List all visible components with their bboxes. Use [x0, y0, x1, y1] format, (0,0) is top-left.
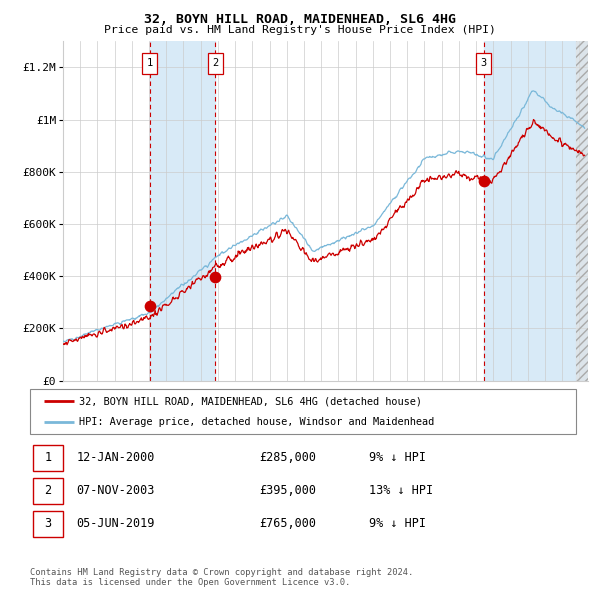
FancyBboxPatch shape	[208, 53, 223, 74]
Text: 2020: 2020	[484, 404, 493, 427]
Text: 2007: 2007	[260, 404, 269, 427]
Text: 2006: 2006	[244, 404, 253, 427]
Text: 2014: 2014	[381, 404, 390, 427]
Text: £285,000: £285,000	[259, 451, 316, 464]
Text: 2025: 2025	[571, 404, 580, 427]
Text: 32, BOYN HILL ROAD, MAIDENHEAD, SL6 4HG: 32, BOYN HILL ROAD, MAIDENHEAD, SL6 4HG	[144, 13, 456, 26]
Text: 2019: 2019	[467, 404, 476, 427]
Text: 2012: 2012	[347, 404, 356, 427]
Text: 2002: 2002	[175, 404, 184, 427]
Text: 2011: 2011	[329, 404, 338, 427]
Text: 13% ↓ HPI: 13% ↓ HPI	[368, 484, 433, 497]
Text: 2003: 2003	[192, 404, 201, 427]
Text: 2: 2	[212, 58, 218, 68]
Text: 3: 3	[481, 58, 487, 68]
Text: 2021: 2021	[502, 404, 511, 427]
Text: £395,000: £395,000	[259, 484, 316, 497]
Text: 3: 3	[44, 517, 52, 530]
Text: 2022: 2022	[519, 404, 528, 427]
Bar	[484, 41, 588, 381]
Text: Contains HM Land Registry data © Crown copyright and database right 2024.
This d: Contains HM Land Registry data © Crown c…	[30, 568, 413, 587]
FancyBboxPatch shape	[30, 389, 576, 434]
Text: 1: 1	[146, 58, 153, 68]
Text: 9% ↓ HPI: 9% ↓ HPI	[368, 451, 425, 464]
Text: 12-JAN-2000: 12-JAN-2000	[76, 451, 155, 464]
Text: 1: 1	[44, 451, 52, 464]
Text: 2023: 2023	[536, 404, 545, 427]
FancyBboxPatch shape	[476, 53, 491, 74]
Text: Price paid vs. HM Land Registry's House Price Index (HPI): Price paid vs. HM Land Registry's House …	[104, 25, 496, 35]
Text: 05-JUN-2019: 05-JUN-2019	[76, 517, 155, 530]
Text: 2018: 2018	[450, 404, 459, 427]
Text: 2008: 2008	[278, 404, 287, 427]
Point	[211, 273, 220, 282]
Point	[145, 301, 154, 311]
Text: 1998: 1998	[106, 404, 115, 427]
Text: £765,000: £765,000	[259, 517, 316, 530]
Text: 2010: 2010	[312, 404, 321, 427]
Text: 2017: 2017	[433, 404, 442, 427]
Text: HPI: Average price, detached house, Windsor and Maidenhead: HPI: Average price, detached house, Wind…	[79, 417, 434, 427]
Text: 1995: 1995	[54, 404, 63, 427]
Text: 2009: 2009	[295, 404, 304, 427]
Text: 2005: 2005	[226, 404, 235, 427]
FancyBboxPatch shape	[33, 445, 63, 471]
Text: 1997: 1997	[88, 404, 97, 427]
Bar	[149, 41, 215, 381]
Text: 2016: 2016	[415, 404, 424, 427]
Text: 2004: 2004	[209, 404, 218, 427]
Text: 9% ↓ HPI: 9% ↓ HPI	[368, 517, 425, 530]
Text: 1999: 1999	[123, 404, 132, 427]
FancyBboxPatch shape	[33, 511, 63, 537]
Text: 2013: 2013	[364, 404, 373, 427]
FancyBboxPatch shape	[142, 53, 157, 74]
Text: 2015: 2015	[398, 404, 407, 427]
Text: 07-NOV-2003: 07-NOV-2003	[76, 484, 155, 497]
Text: 2024: 2024	[553, 404, 562, 427]
Text: 2000: 2000	[140, 404, 149, 427]
Point	[479, 176, 488, 186]
Text: 32, BOYN HILL ROAD, MAIDENHEAD, SL6 4HG (detached house): 32, BOYN HILL ROAD, MAIDENHEAD, SL6 4HG …	[79, 396, 422, 407]
Text: 2001: 2001	[157, 404, 166, 427]
Text: 1996: 1996	[71, 404, 80, 427]
Text: 2: 2	[44, 484, 52, 497]
Bar	[577, 41, 588, 381]
FancyBboxPatch shape	[33, 478, 63, 504]
